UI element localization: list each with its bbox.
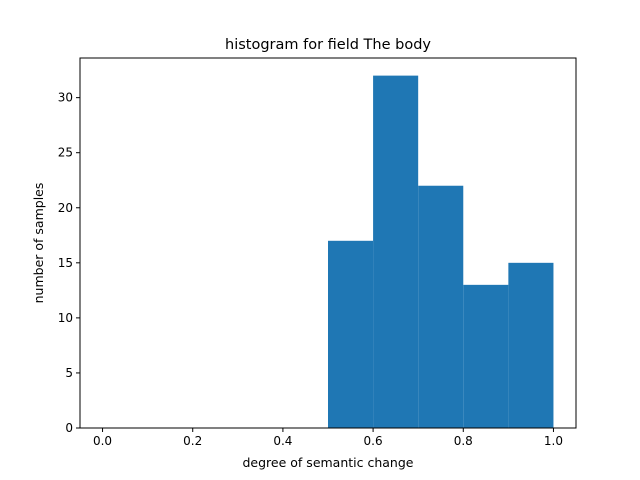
chart-title: histogram for field The body: [225, 37, 431, 53]
x-tick-label: 1.0: [544, 434, 563, 448]
bars-group: [328, 75, 554, 428]
x-tick-label: 0.0: [93, 434, 112, 448]
y-tick-label: 25: [58, 146, 73, 160]
histogram-bar-1: [328, 240, 374, 428]
y-tick-label: 20: [58, 201, 73, 215]
histogram-bar-2: [373, 75, 419, 428]
x-axis-ticks: 0.0 0.2 0.4 0.6 0.8 1.0: [93, 428, 563, 448]
y-axis-label: number of samples: [31, 183, 46, 304]
x-tick-label: 0.4: [273, 434, 292, 448]
x-axis-label: degree of semantic change: [243, 455, 414, 470]
y-tick-label: 30: [58, 91, 73, 105]
histogram-bar-4: [463, 284, 509, 428]
y-tick-label: 15: [58, 256, 73, 270]
y-axis-ticks: 0 5 10 15 20 25 30: [58, 91, 80, 435]
x-tick-label: 0.8: [454, 434, 473, 448]
y-tick-label: 5: [65, 366, 73, 380]
y-tick-label: 10: [58, 311, 73, 325]
histogram-bar-5: [508, 262, 554, 428]
x-tick-label: 0.6: [364, 434, 383, 448]
histogram-bar-3: [418, 185, 464, 428]
axes-frame: [79, 57, 577, 429]
y-tick-label: 0: [65, 421, 73, 435]
x-tick-label: 0.2: [183, 434, 202, 448]
